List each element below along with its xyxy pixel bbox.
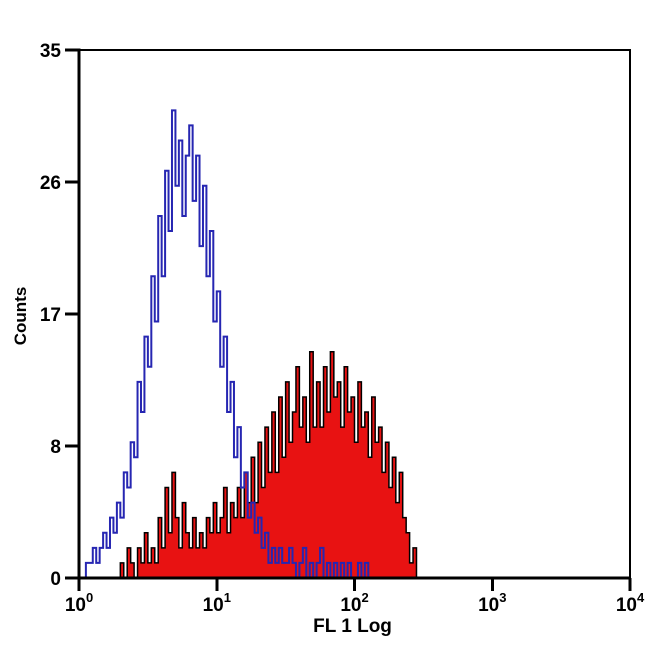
red-filled-histogram-series xyxy=(79,350,630,579)
y-axis-tick-label: 0 xyxy=(50,569,61,590)
y-axis-tick-label: 35 xyxy=(40,41,62,62)
fl1-log-axis-label: FL 1 Log xyxy=(313,616,392,637)
y-axis-tick-label: 8 xyxy=(50,437,61,458)
x-axis-tick-label: 103 xyxy=(478,590,506,616)
x-axis-tick-label: 104 xyxy=(616,590,645,616)
x-axis-tick-label: 101 xyxy=(203,590,231,616)
x-axis-tick-label: 102 xyxy=(340,590,368,616)
y-axis-tick-label: 17 xyxy=(40,305,61,326)
y-axis-tick-label: 26 xyxy=(40,173,61,194)
counts-axis-label: Counts xyxy=(11,287,30,346)
x-axis-tick-label: 100 xyxy=(65,590,93,616)
